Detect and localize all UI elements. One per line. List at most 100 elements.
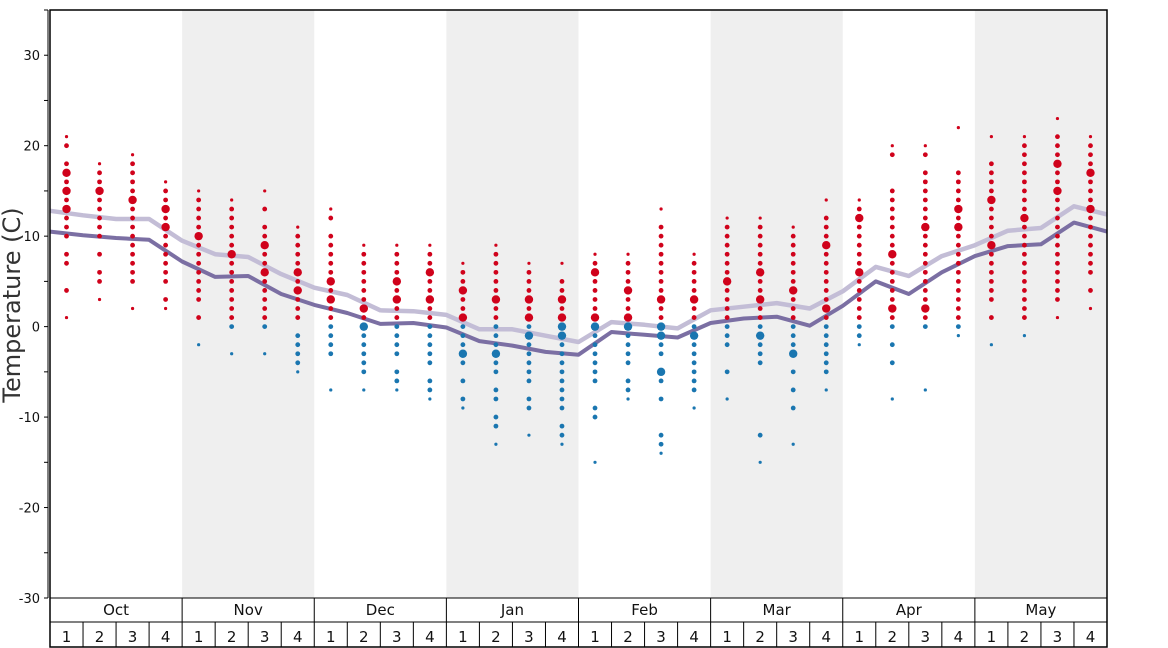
observation-dot	[590, 322, 600, 331]
observation-dot	[197, 189, 201, 193]
observation-dot	[460, 342, 466, 348]
observation-dot	[955, 278, 961, 284]
observation-dot	[955, 233, 961, 239]
observation-dot	[62, 168, 71, 178]
observation-dot	[361, 333, 367, 339]
observation-dot	[722, 277, 732, 286]
week-label: 2	[1020, 628, 1030, 646]
observation-dot	[1055, 179, 1060, 185]
observation-dot	[130, 251, 135, 257]
observation-dot	[691, 378, 697, 384]
observation-dot	[97, 224, 102, 230]
observation-dot	[955, 188, 961, 194]
y-tick-label: 10	[23, 230, 40, 245]
observation-dot	[757, 224, 763, 230]
observation-dot	[427, 288, 433, 293]
observation-dot	[855, 213, 864, 223]
observation-dot	[295, 297, 301, 302]
observation-dot	[592, 333, 598, 339]
observation-dot	[890, 397, 894, 401]
observation-dot	[823, 351, 829, 357]
observation-dot	[592, 342, 598, 348]
observation-dot	[262, 315, 268, 320]
observation-dot	[822, 304, 831, 313]
week-label: 1	[62, 628, 72, 646]
observation-dot	[196, 215, 202, 221]
observation-dot	[64, 135, 69, 139]
observation-dot	[361, 260, 367, 266]
observation-dot	[427, 260, 433, 266]
observation-dot	[691, 306, 697, 311]
observation-dot	[394, 269, 400, 275]
observation-dot	[493, 423, 499, 429]
observation-dot	[1022, 188, 1027, 194]
observation-dot	[526, 369, 532, 375]
observation-dot	[262, 297, 268, 302]
observation-dot	[427, 360, 433, 366]
observation-dot	[229, 233, 235, 239]
observation-dot	[1055, 288, 1060, 293]
observation-dot	[494, 442, 498, 446]
observation-dot	[623, 313, 633, 322]
observation-dot	[691, 360, 697, 366]
observation-dot	[724, 297, 730, 302]
observation-dot	[789, 349, 798, 358]
observation-dot	[196, 315, 202, 320]
observation-dot	[557, 313, 567, 322]
observation-dot	[196, 260, 202, 266]
observation-dot	[757, 251, 763, 257]
observation-dot	[790, 333, 796, 339]
observation-dot	[823, 324, 829, 330]
observation-dot	[361, 297, 367, 302]
observation-dot	[559, 378, 565, 384]
observation-dot	[1022, 269, 1027, 275]
observation-dot	[97, 162, 102, 166]
observation-dot	[955, 269, 961, 275]
observation-dot	[987, 241, 996, 250]
observation-dot	[988, 188, 994, 194]
observation-dot	[229, 215, 235, 221]
week-label: 1	[987, 628, 997, 646]
week-label: 1	[326, 628, 336, 646]
observation-dot	[1055, 251, 1060, 257]
observation-dot	[64, 197, 69, 203]
observation-dot	[229, 278, 235, 284]
observation-dot	[559, 342, 565, 348]
observation-dot	[658, 288, 664, 293]
observation-dot	[427, 387, 433, 393]
observation-dot	[163, 188, 169, 194]
observation-dot	[559, 278, 565, 284]
observation-dot	[790, 324, 796, 330]
observation-dot	[196, 269, 202, 275]
observation-dot	[724, 251, 730, 257]
observation-dot	[1088, 179, 1093, 185]
week-label: 1	[722, 628, 732, 646]
observation-dot	[790, 233, 796, 239]
observation-dot	[1022, 334, 1027, 338]
observation-dot	[725, 216, 729, 220]
observation-dot	[130, 188, 135, 194]
observation-dot	[326, 277, 335, 286]
observation-dot	[823, 260, 829, 266]
observation-dot	[97, 269, 102, 275]
observation-dot	[229, 324, 235, 330]
observation-dot	[196, 297, 202, 302]
observation-dot	[295, 260, 301, 266]
observation-dot	[1022, 170, 1027, 176]
observation-dot	[692, 406, 696, 410]
observation-dot	[1088, 215, 1093, 221]
observation-dot	[163, 242, 169, 248]
observation-dot	[758, 460, 762, 464]
observation-dot	[823, 297, 829, 302]
observation-dot	[691, 288, 697, 293]
observation-dot	[658, 441, 664, 447]
observation-dot	[97, 179, 102, 185]
observation-dot	[1055, 269, 1060, 275]
observation-dot	[361, 251, 367, 257]
y-tick-label: -20	[19, 502, 40, 517]
observation-dot	[262, 324, 268, 330]
observation-dot	[493, 324, 499, 330]
observation-dot	[460, 333, 466, 339]
month-shading	[182, 10, 1107, 598]
observation-dot	[823, 333, 829, 339]
